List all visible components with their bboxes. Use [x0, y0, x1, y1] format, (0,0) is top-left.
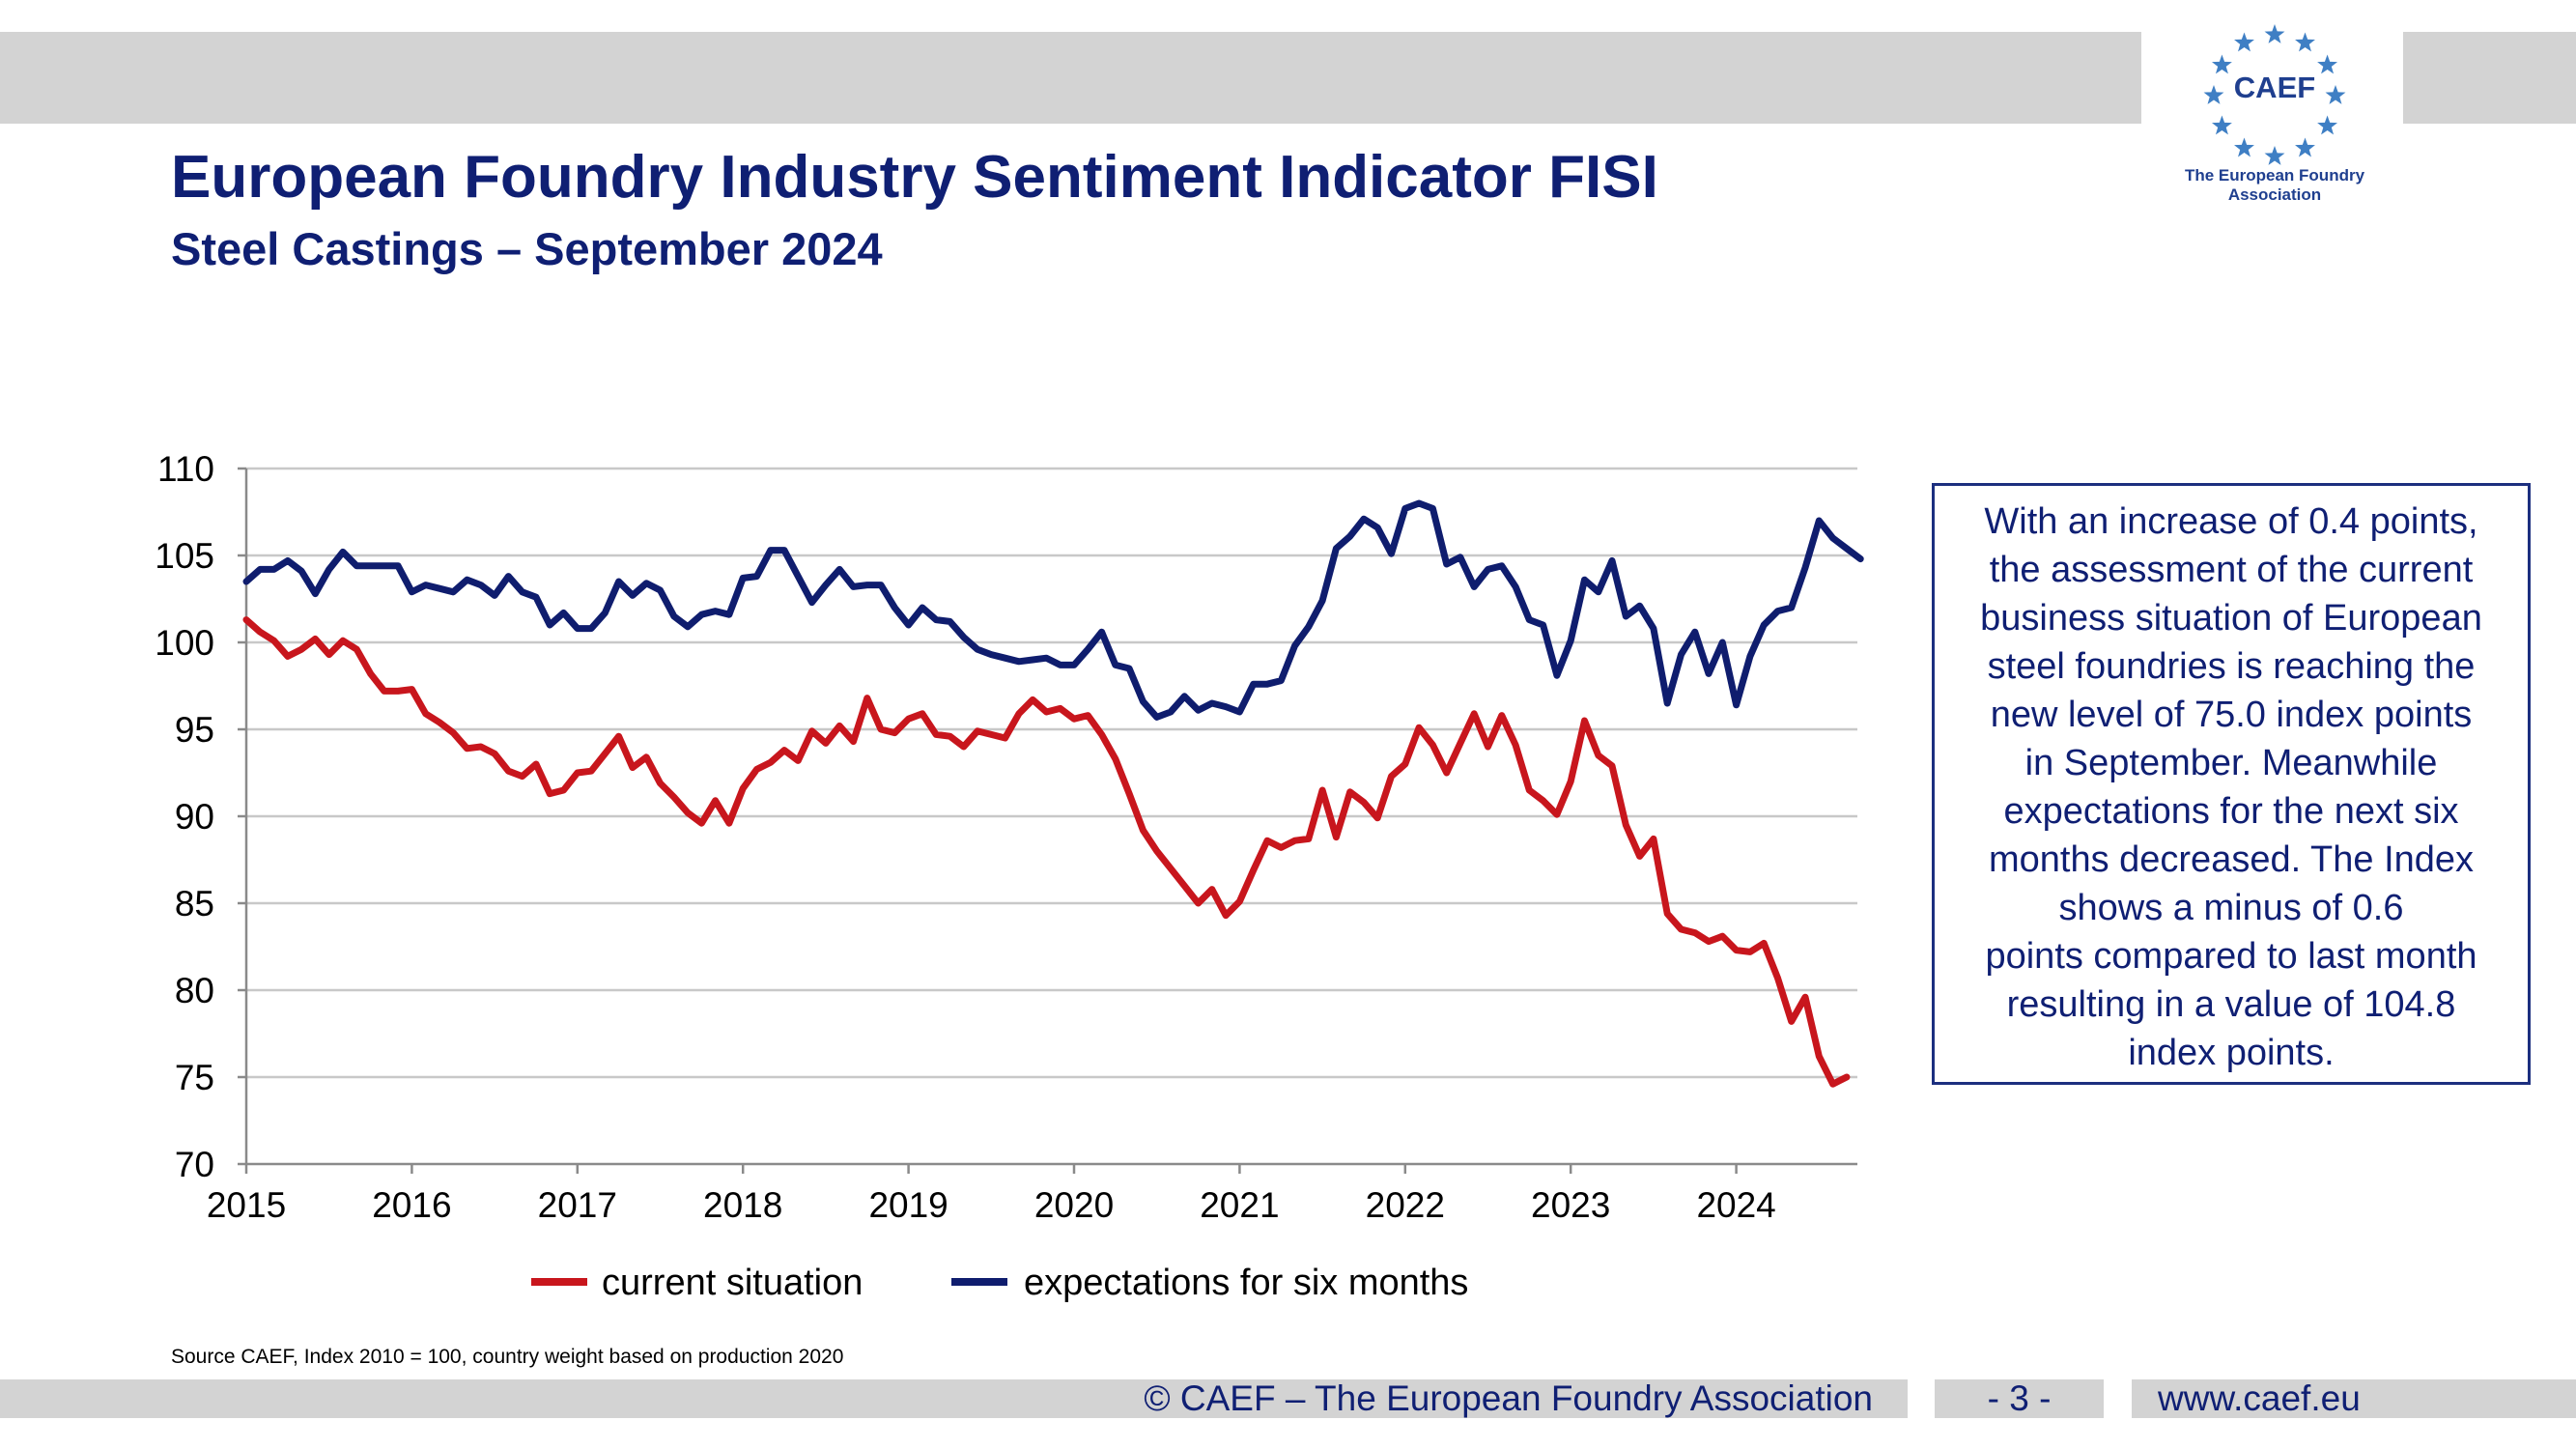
x-tick-label: 2018	[703, 1185, 782, 1225]
logo-star-ring	[2203, 24, 2346, 165]
chart-series	[242, 499, 1864, 1088]
commentary-line: index points.	[2128, 1033, 2335, 1073]
source-note: Source CAEF, Index 2010 = 100, country w…	[171, 1346, 844, 1368]
commentary-line: in September. Meanwhile	[2024, 743, 2438, 783]
commentary-line: new level of 75.0 index points	[1990, 695, 2473, 735]
y-tick-label: 110	[157, 449, 214, 489]
y-tick-label: 70	[175, 1145, 214, 1184]
y-tick-label: 90	[175, 797, 214, 837]
footer-website[interactable]: www.caef.eu	[2132, 1379, 2576, 1418]
logo-star-icon	[2325, 85, 2346, 104]
footer-website-link[interactable]: www.caef.eu	[2158, 1378, 2361, 1418]
logo-star-icon	[2295, 137, 2315, 157]
commentary-line: steel foundries is reaching the	[1987, 646, 2476, 687]
footer-page-number: - 3 -	[1935, 1379, 2104, 1418]
logo-star-icon	[2317, 54, 2338, 74]
x-tick-label: 2020	[1034, 1185, 1114, 1225]
logo-tagline: The European Foundry Association	[2184, 166, 2365, 204]
footer-copyright: © CAEF – The European Foundry Associatio…	[0, 1379, 1908, 1418]
y-tick-label: 80	[175, 971, 214, 1010]
x-tick-label: 2019	[868, 1185, 948, 1225]
logo-star-icon	[2234, 32, 2254, 52]
commentary-line: the assessment of the current	[1989, 550, 2474, 590]
legend-label: current situation	[602, 1263, 863, 1303]
commentary-line: With an increase of 0.4 points,	[1984, 501, 2478, 542]
x-tick-label: 2024	[1696, 1185, 1775, 1225]
x-tick-label: 2022	[1366, 1185, 1445, 1225]
logo-star-icon	[2211, 115, 2232, 135]
x-tick-label: 2021	[1200, 1185, 1279, 1225]
footer-copyright-text: © CAEF – The European Foundry Associatio…	[1144, 1378, 1873, 1418]
commentary-box: With an increase of 0.4 points, the asse…	[1932, 483, 2531, 1085]
legend-label: expectations for six months	[1024, 1263, 1468, 1303]
commentary-line: shows a minus of 0.6	[2058, 888, 2404, 928]
caef-logo: CAEF	[2203, 24, 2346, 165]
header-band-right	[2403, 32, 2576, 124]
x-axis-tick-labels: 2015 2016 2017 2018 2019 2020 2021 2022 2023 2024	[207, 1185, 1776, 1225]
series-line-current-situation	[242, 616, 1851, 1088]
logo-star-icon	[2264, 146, 2285, 165]
y-tick-label: 75	[175, 1058, 214, 1097]
logo-star-icon	[2203, 85, 2224, 104]
series-line-expectations	[242, 499, 1864, 721]
page-title: European Foundry Industry Sentiment Indi…	[171, 144, 1658, 211]
page-subtitle: Steel Castings – September 2024	[171, 223, 883, 274]
y-tick-label: 105	[155, 536, 214, 576]
logo-star-icon	[2234, 137, 2254, 157]
commentary-line: resulting in a value of 104.8	[2006, 984, 2456, 1025]
y-tick-label: 85	[175, 884, 214, 923]
logo-star-icon	[2264, 24, 2285, 43]
x-tick-label: 2023	[1531, 1185, 1610, 1225]
y-tick-label: 95	[175, 710, 214, 750]
y-axis-tick-labels: 70 75 80 85 90 95 100 105 110	[155, 449, 214, 1184]
chart-legend: current situation expectations for six mo…	[531, 1263, 1468, 1303]
x-tick-label: 2017	[538, 1185, 617, 1225]
logo-star-icon	[2211, 54, 2232, 74]
commentary-line: months decreased. The Index	[1988, 839, 2475, 880]
x-tick-label: 2015	[207, 1185, 286, 1225]
y-tick-label: 100	[155, 623, 214, 663]
logo-star-icon	[2317, 115, 2338, 135]
commentary-line: business situation of European	[1980, 598, 2482, 639]
x-tick-label: 2016	[372, 1185, 451, 1225]
chart-gridlines	[246, 467, 1857, 1079]
logo-star-icon	[2295, 32, 2315, 52]
header-band-left	[0, 32, 2141, 124]
commentary-line: expectations for the next six	[2003, 791, 2459, 832]
logo-name: CAEF	[2234, 71, 2315, 104]
commentary-line: points compared to last month	[1985, 936, 2477, 977]
